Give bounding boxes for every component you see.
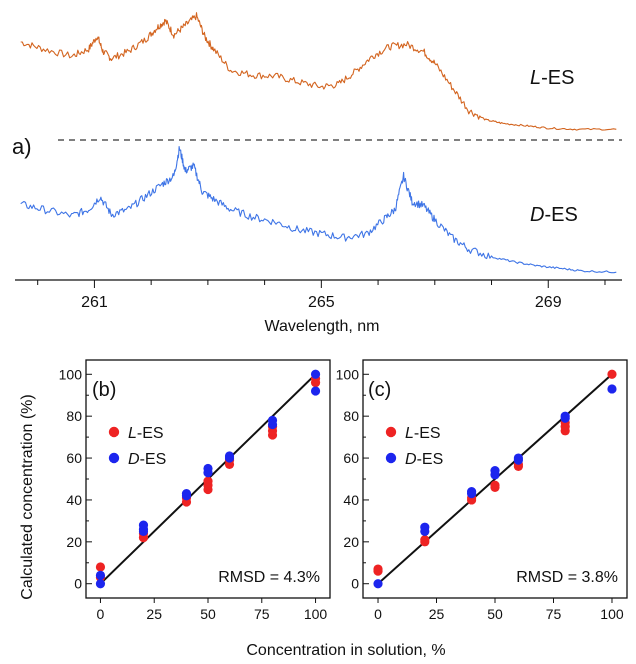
spectrum-label-D-ES: D-ES [530, 204, 578, 226]
point-b-D-ES [310, 369, 321, 379]
panel-c-xtick-label: 100 [600, 606, 624, 622]
panel-c-xtick-label: 25 [429, 606, 445, 622]
panel-c-ytick-label: 20 [343, 534, 359, 550]
panel-b-xtick-label: 50 [200, 606, 216, 622]
panel-b-xtick-label: 0 [97, 606, 105, 622]
legend-marker-b-D-ES [108, 452, 120, 464]
point-b-D-ES [181, 489, 192, 499]
panel-b-xtick-label: 100 [304, 606, 328, 622]
xlabel-concentration: Concentration in solution, % [246, 642, 445, 659]
panel-c-ytick-label: 60 [343, 450, 359, 466]
point-b-D-ES [310, 386, 321, 396]
point-c-D-ES [420, 522, 430, 532]
panel-c-ytick-label: 80 [343, 408, 359, 424]
legend-label-c-D-ES: D-ES [405, 451, 443, 468]
legend-label-b-L-ES: L-ES [128, 425, 164, 442]
point-c-D-ES [490, 466, 500, 476]
legend-marker-b-L-ES [108, 426, 120, 438]
point-b-D-ES [203, 463, 213, 474]
panel-a-tick-label: 265 [308, 294, 335, 311]
panel-b-xtick-label: 25 [146, 606, 162, 622]
spectrum-label-L-ES: L-ES [530, 67, 574, 89]
panel-c-ytick-label: 0 [351, 576, 359, 592]
point-c-D-ES [373, 579, 383, 589]
panel-b-label: (b) [92, 379, 116, 401]
point-c-D-ES [467, 486, 477, 497]
point-b-L-ES [95, 562, 106, 572]
panel-c-ytick-label: 100 [336, 366, 360, 382]
rmsd-c: RMSD = 3.8% [516, 569, 618, 586]
panel-c-xtick-label: 75 [546, 606, 562, 622]
panel-a-label: a) [12, 134, 32, 159]
point-c-D-ES [607, 384, 617, 394]
rmsd-b: RMSD = 4.3% [218, 569, 320, 586]
point-b-D-ES [224, 451, 235, 461]
panel-c-label: (c) [368, 379, 391, 401]
panel-b-ytick-label: 80 [66, 408, 82, 424]
panel-c-xtick-label: 50 [487, 606, 503, 622]
point-c-L-ES [373, 566, 383, 576]
panel-c-ytick-label: 40 [343, 492, 359, 508]
legend-label-c-L-ES: L-ES [405, 425, 441, 442]
legend-label-b-D-ES: D-ES [128, 451, 166, 468]
point-b-D-ES [95, 570, 106, 580]
point-c-L-ES [490, 480, 500, 490]
panel-c-xtick-label: 0 [374, 606, 382, 622]
ylabel-calculated: Calculated concentration (%) [19, 394, 36, 599]
panel-b-ytick-label: 60 [66, 450, 82, 466]
point-b-D-ES [138, 526, 149, 536]
panel-b-ytick-label: 100 [59, 366, 83, 382]
point-c-L-ES [607, 369, 617, 379]
point-b-D-ES [267, 415, 278, 425]
point-b-D-ES [95, 579, 106, 589]
panel-b-ytick-label: 0 [74, 576, 82, 592]
panel-b-ytick-label: 20 [66, 534, 82, 550]
point-b-L-ES [203, 476, 213, 486]
panel-a-xlabel: Wavelength, nm [264, 318, 379, 335]
spectrum-L-ES [20, 12, 617, 131]
legend-marker-c-L-ES [385, 426, 397, 438]
panel-a-tick-label: 261 [81, 294, 108, 311]
point-c-D-ES [513, 453, 523, 463]
spectrum-D-ES [20, 146, 617, 274]
point-c-L-ES [420, 535, 430, 545]
panel-b-ytick-label: 40 [66, 492, 82, 508]
point-c-D-ES [560, 411, 570, 421]
legend-marker-c-D-ES [385, 452, 397, 464]
panel-a-tick-label: 269 [535, 294, 562, 311]
panel-b-xtick-label: 75 [254, 606, 270, 622]
